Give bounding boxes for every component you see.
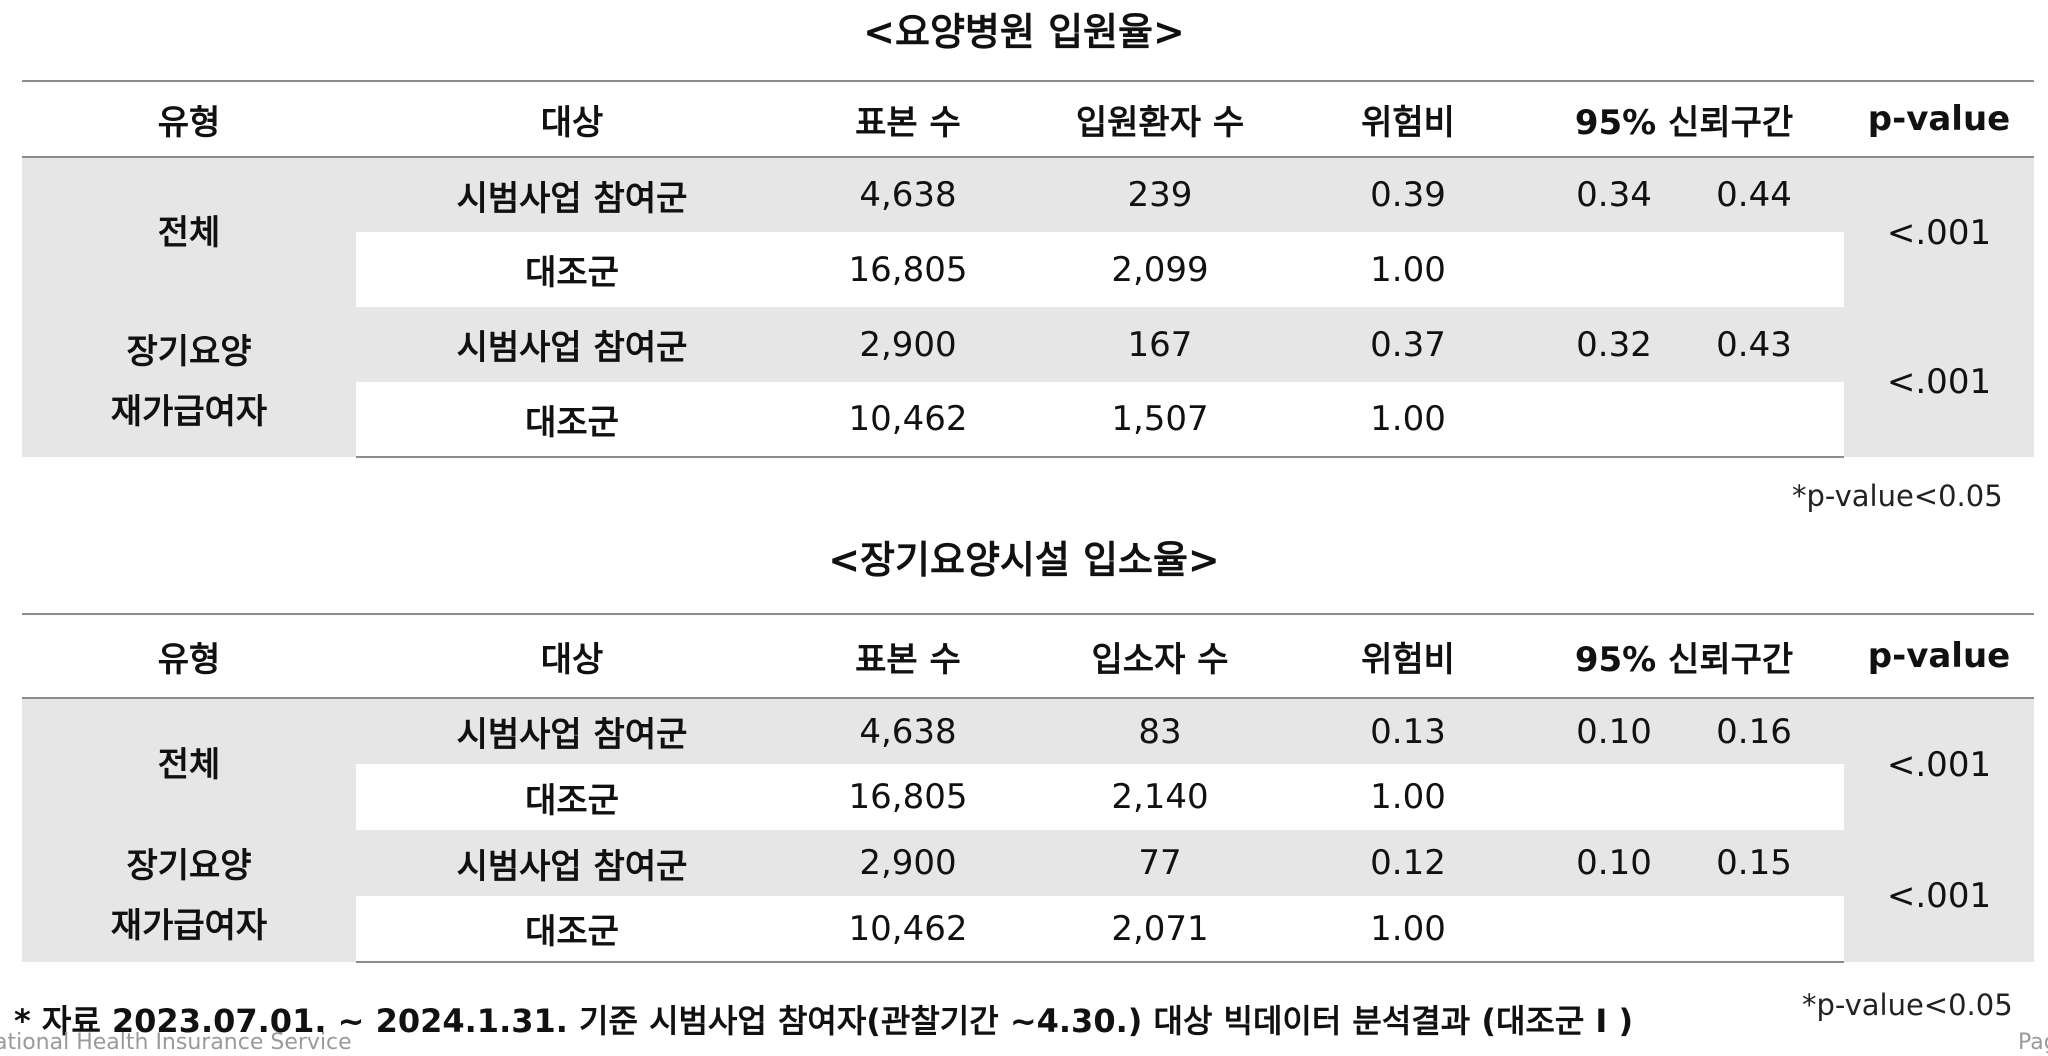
confidence-interval-cell: 0.10 0.15	[1524, 830, 1844, 896]
p-value-cell: <.001	[1844, 830, 2034, 962]
header-p-value: p-value	[1844, 613, 2034, 699]
count-cell: 2,071	[1028, 896, 1292, 963]
header-hazard-ratio: 위험비	[1292, 80, 1524, 158]
category-cell: 장기요양 재가급여자	[22, 307, 356, 457]
target-cell: 대조군	[356, 764, 788, 830]
sample-size-cell: 16,805	[788, 764, 1028, 830]
p-value-cell: <.001	[1844, 157, 2034, 307]
confidence-interval-cell	[1524, 382, 1844, 458]
target-cell: 대조군	[356, 382, 788, 458]
ci-upper-value: 0.16	[1716, 711, 1792, 752]
count-cell: 77	[1028, 830, 1292, 896]
category-cell: 장기요양 재가급여자	[22, 830, 356, 962]
target-cell: 시범사업 참여군	[356, 157, 788, 232]
header-count: 입원환자 수	[1028, 80, 1292, 158]
category-cell: 전체	[22, 157, 356, 307]
sample-size-cell: 4,638	[788, 698, 1028, 764]
table-row: 장기요양 재가급여자 시범사업 참여군 2,900 77 0.12 0.10 0.15 <.0…	[22, 830, 2034, 962]
sample-size-cell: 2,900	[788, 830, 1028, 896]
confidence-interval-cell	[1524, 764, 1844, 830]
header-target: 대상	[356, 613, 788, 699]
ci-upper-value: 0.15	[1716, 843, 1792, 883]
count-cell: 167	[1028, 307, 1292, 382]
target-cell: 대조군	[356, 896, 788, 963]
header-confidence-interval: 95% 신뢰구간	[1524, 80, 1844, 158]
header-target: 대상	[356, 80, 788, 158]
ci-lower-value: 0.34	[1576, 175, 1652, 215]
hazard-ratio-cell: 0.13	[1292, 698, 1524, 764]
count-cell: 83	[1028, 698, 1292, 764]
table-row: 대조군 16,805 2,140 1.00	[22, 764, 2034, 830]
confidence-interval-cell: 0.34 0.44	[1524, 157, 1844, 232]
ci-upper-value: 0.44	[1716, 175, 1792, 215]
p-value-cell: <.001	[1844, 698, 2034, 830]
count-cell: 2,099	[1028, 232, 1292, 307]
header-sample-size: 표본 수	[788, 80, 1028, 158]
header-p-value: p-value	[1844, 80, 2034, 158]
count-cell: 1,507	[1028, 382, 1292, 458]
section2-significance-note: *p-value<0.05	[1802, 988, 2013, 1022]
header-row: 유형 대상 표본 수 입원환자 수 위험비 95% 신뢰구간 p-value	[22, 80, 2034, 158]
sample-size-cell: 4,638	[788, 157, 1028, 232]
section2-table: 유형 대상 표본 수 입소자 수 위험비 95% 신뢰구간 p-value 전체 시범사업 참여…	[22, 613, 2034, 963]
sample-size-cell: 2,900	[788, 307, 1028, 382]
confidence-interval-cell	[1524, 232, 1844, 307]
confidence-interval-cell	[1524, 896, 1844, 963]
target-cell: 대조군	[356, 232, 788, 307]
target-cell: 시범사업 참여군	[356, 698, 788, 764]
count-cell: 2,140	[1028, 764, 1292, 830]
table-row: 전체 시범사업 참여군 4,638 239 0.39 0.34 0.44 <.001	[22, 157, 2034, 307]
table-row: 전체 시범사업 참여군 4,638 83 0.13 0.10 0.16 <.001	[22, 698, 2034, 830]
header-confidence-interval: 95% 신뢰구간	[1524, 613, 1844, 699]
target-cell: 시범사업 참여군	[356, 830, 788, 896]
hazard-ratio-cell: 1.00	[1292, 896, 1524, 963]
sample-size-cell: 16,805	[788, 232, 1028, 307]
header-hazard-ratio: 위험비	[1292, 613, 1524, 699]
section1-significance-note: *p-value<0.05	[1792, 479, 2003, 513]
ci-lower-value: 0.10	[1576, 843, 1652, 883]
header-sample-size: 표본 수	[788, 613, 1028, 699]
target-cell: 시범사업 참여군	[356, 307, 788, 382]
table-row: 장기요양 재가급여자 시범사업 참여군 2,900 167 0.37 0.32 0.43 <.…	[22, 307, 2034, 457]
table-row: 대조군 10,462 2,071 1.00	[22, 896, 2034, 963]
hazard-ratio-cell: 1.00	[1292, 764, 1524, 830]
count-cell: 239	[1028, 157, 1292, 232]
header-type: 유형	[22, 613, 356, 699]
section1-title: <요양병원 입원율>	[863, 10, 1185, 54]
header-row: 유형 대상 표본 수 입소자 수 위험비 95% 신뢰구간 p-value	[22, 613, 2034, 699]
p-value-cell: <.001	[1844, 307, 2034, 457]
confidence-interval-cell: 0.10 0.16	[1524, 698, 1844, 764]
table-row: 대조군 10,462 1,507 1.00	[22, 382, 2034, 458]
section2-title: <장기요양시설 입소율>	[828, 538, 1220, 582]
hazard-ratio-cell: 0.39	[1292, 157, 1524, 232]
confidence-interval-cell: 0.32 0.43	[1524, 307, 1844, 382]
sample-size-cell: 10,462	[788, 896, 1028, 963]
footer-organization-watermark: ational Health Insurance Service	[0, 1030, 352, 1055]
hazard-ratio-cell: 0.12	[1292, 830, 1524, 896]
header-count: 입소자 수	[1028, 613, 1292, 699]
footer-page-watermark: Pag	[2018, 1030, 2048, 1055]
source-footnote: * 자료 2023.07.01. ~ 2024.1.31. 기준 시범사업 참여…	[14, 1002, 1634, 1040]
hazard-ratio-cell: 0.37	[1292, 307, 1524, 382]
category-cell: 전체	[22, 698, 356, 830]
header-type: 유형	[22, 80, 356, 158]
section1-table: 유형 대상 표본 수 입원환자 수 위험비 95% 신뢰구간 p-value 전체 시범사업 참…	[22, 80, 2034, 458]
sample-size-cell: 10,462	[788, 382, 1028, 458]
hazard-ratio-cell: 1.00	[1292, 382, 1524, 458]
ci-lower-value: 0.10	[1576, 711, 1652, 752]
hazard-ratio-cell: 1.00	[1292, 232, 1524, 307]
ci-lower-value: 0.32	[1576, 324, 1652, 365]
ci-upper-value: 0.43	[1716, 324, 1792, 365]
table-row: 대조군 16,805 2,099 1.00	[22, 232, 2034, 307]
